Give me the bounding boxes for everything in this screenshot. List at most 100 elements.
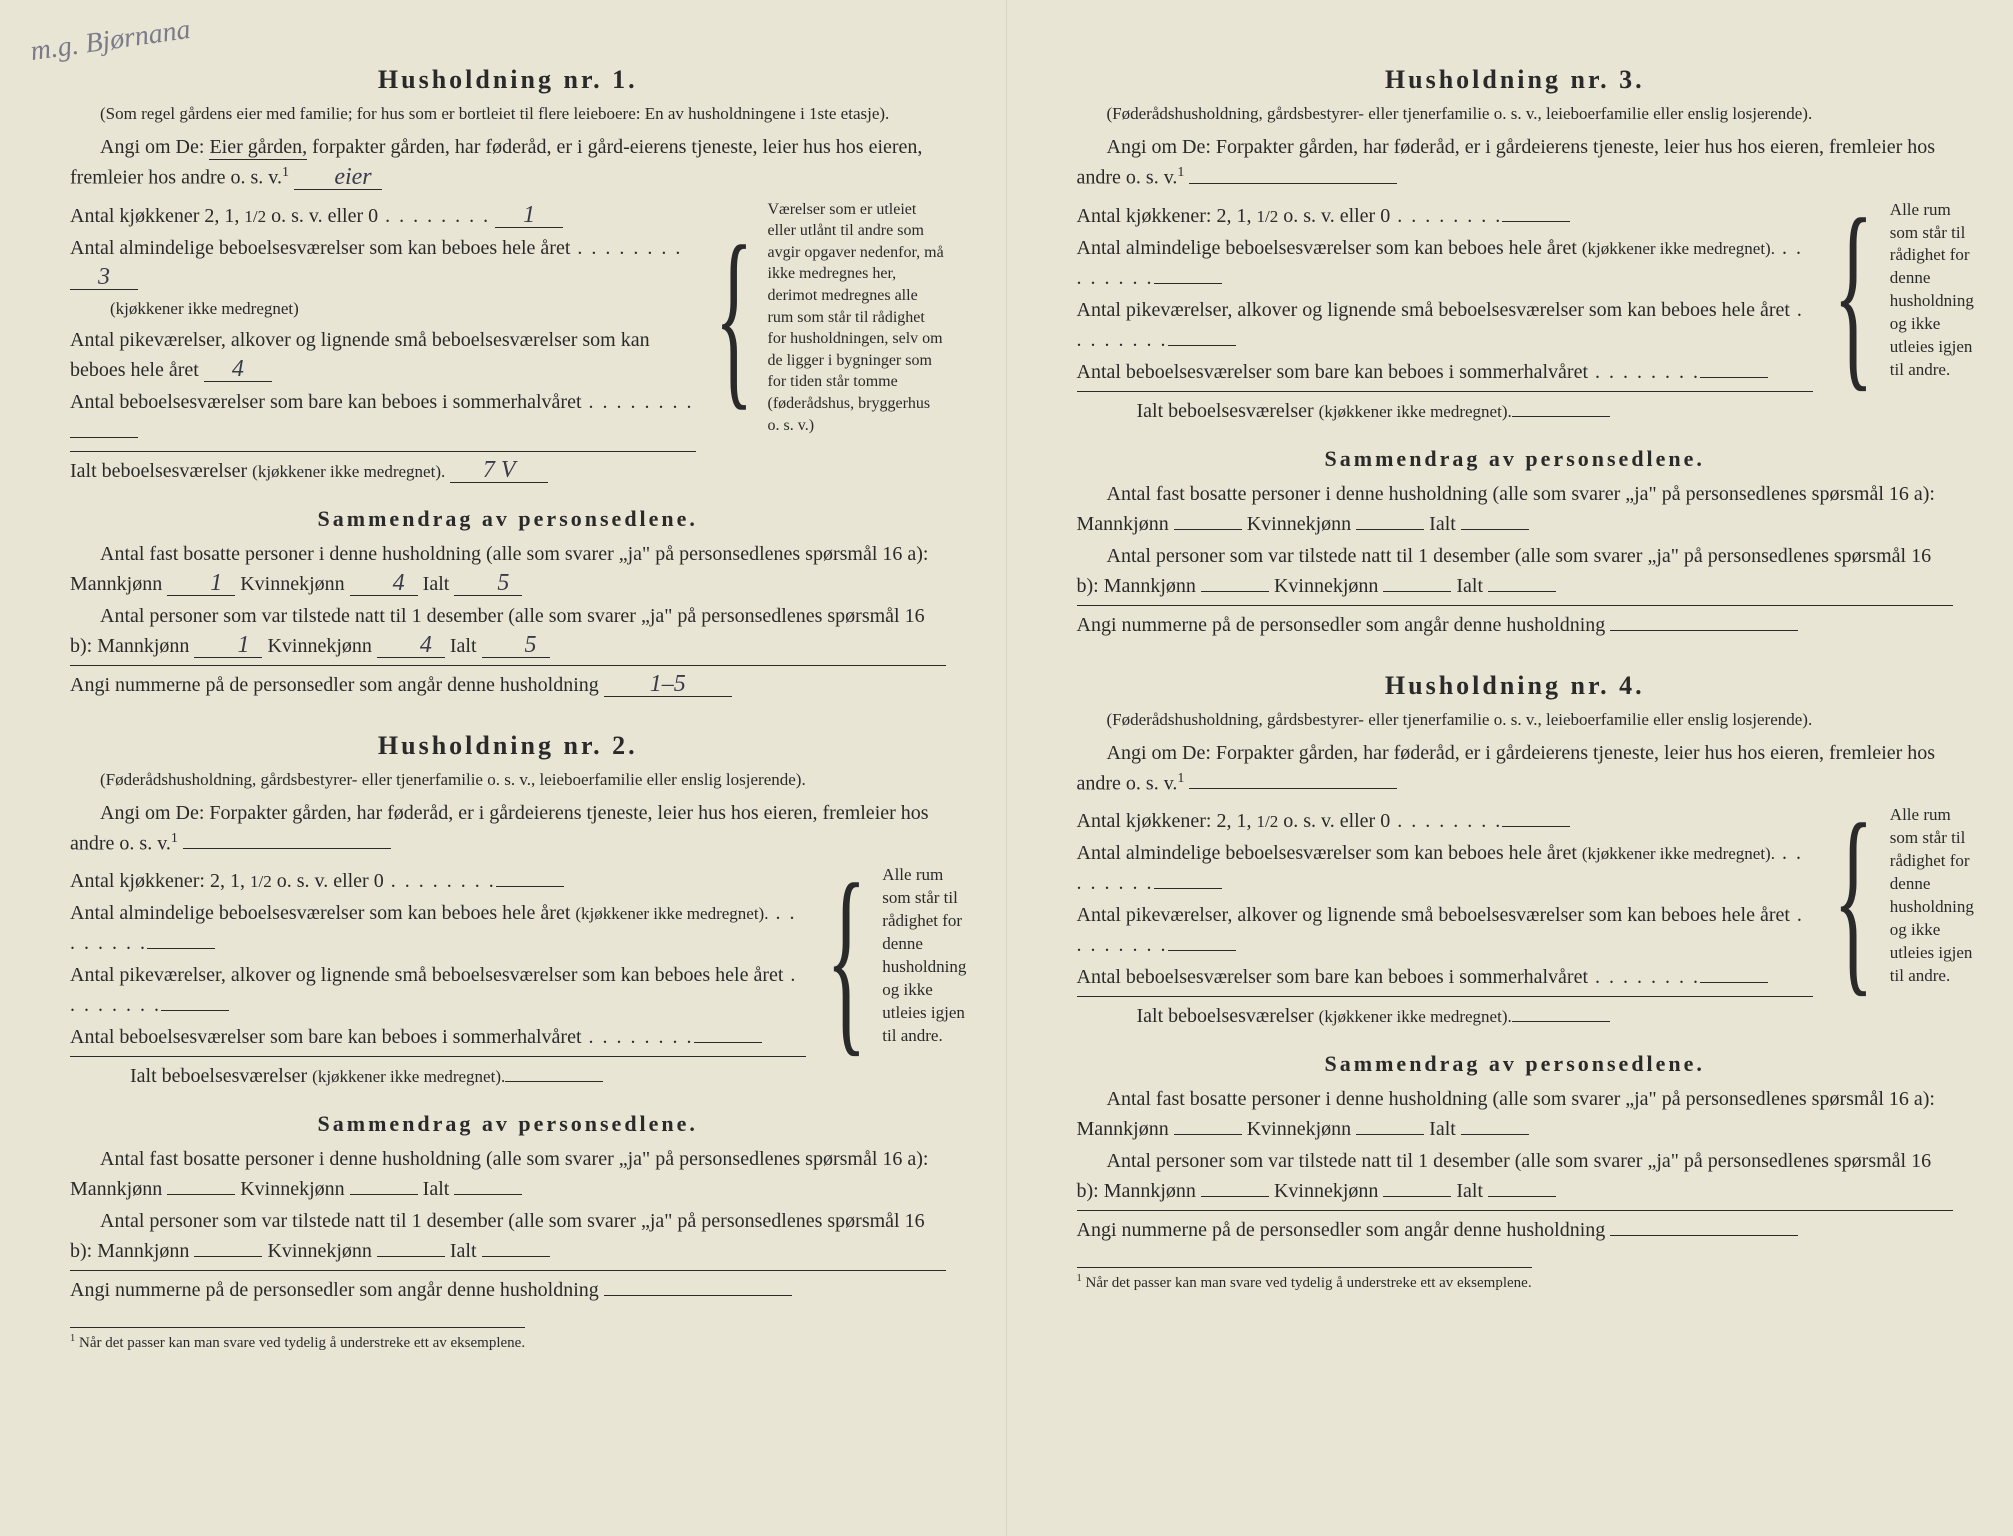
sammendrag-2b: Antal personer som var tilstede natt til… [70, 1206, 946, 1266]
sammendrag-1b: Antal personer som var tilstede natt til… [70, 601, 946, 661]
household-3-rooms-block: Antal kjøkkener: 2, 1, 1/2 o. s. v. elle… [1077, 199, 1954, 428]
alm-sub-4: (kjøkkener ikke medregnet). [1582, 844, 1775, 863]
household-4-rooms-block: Antal kjøkkener: 2, 1, 1/2 o. s. v. elle… [1077, 804, 1954, 1033]
ialt-2-val [505, 1081, 603, 1082]
sommer-2-val [694, 1042, 762, 1043]
kvinne-2b-lbl: Kvinnekjønn [267, 1240, 371, 1262]
ialt-sub-3: (kjøkkener ikke medregnet). [1319, 402, 1512, 421]
brace-text-3: Alle rum som står til rådighet for denne… [1890, 199, 1974, 388]
household-1-title: Husholdning nr. 1. [70, 60, 946, 99]
alm-sub: (kjøkkener ikke medregnet) [110, 299, 299, 318]
household-2-rooms-block: Antal kjøkkener: 2, 1, 1/2 o. s. v. elle… [70, 864, 946, 1093]
mann-a: 1 [167, 571, 235, 596]
ialt-2b-lbl: Ialt [450, 1240, 477, 1262]
pike-4: Antal pikeværelser, alkover og lignende … [1077, 904, 1790, 926]
ialt-4: Ialt beboelsesværelser [1137, 1005, 1319, 1027]
sup-3: 1 [1177, 165, 1184, 180]
angi-num-2: Angi nummerne på de personsedler som ang… [70, 1279, 599, 1301]
sam-4a: Antal fast bosatte personer i denne hush… [1077, 1088, 1936, 1140]
sommer-value [70, 437, 138, 438]
mann-2b [194, 1256, 262, 1257]
half-4: 1/2 [1256, 812, 1278, 831]
alm-label: Antal almindelige beboelsesværelser som … [70, 237, 570, 259]
sammendrag-3b: Antal personer som var tilstede natt til… [1077, 541, 1954, 601]
sup-1b: 1 [171, 831, 178, 846]
alm-4: Antal almindelige beboelsesværelser som … [1077, 842, 1582, 864]
sam-3a: Antal fast bosatte personer i denne hush… [1077, 483, 1936, 535]
ialt-sub-4: (kjøkkener ikke medregnet). [1319, 1007, 1512, 1026]
ialt-4-val [1512, 1021, 1610, 1022]
kvinne-3b-lbl: Kvinnekjønn [1274, 575, 1378, 597]
ialt-lbl: Ialt [423, 573, 450, 595]
alm-3: Antal almindelige beboelsesværelser som … [1077, 237, 1582, 259]
half-2: 1/2 [250, 872, 272, 891]
kvinne-lbl-b: Kvinnekjønn [267, 635, 371, 657]
brace-note-4: { Alle rum som står til rådighet for den… [1823, 804, 1953, 993]
brace-icon-4: { [1833, 804, 1873, 993]
household-1-rooms-block: Antal kjøkkener 2, 1, 1/2 o. s. v. eller… [70, 199, 946, 488]
ialt-b: 5 [482, 633, 550, 658]
kvinne-2a-lbl: Kvinnekjønn [240, 1178, 344, 1200]
pike-2: Antal pikeværelser, alkover og lignende … [70, 964, 783, 986]
alm-sub-2: (kjøkkener ikke medregnet). [575, 904, 768, 923]
ialt-2: Ialt beboelsesværelser [130, 1065, 312, 1087]
kvinne-4b-lbl: Kvinnekjønn [1274, 1180, 1378, 1202]
alm-sub-3: (kjøkkener ikke medregnet). [1582, 239, 1775, 258]
pike-3: Antal pikeværelser, alkover og lignende … [1077, 299, 1790, 321]
sam-4b: Antal personer som var tilstede natt til… [1077, 1150, 1932, 1202]
sammendrag-3a: Antal fast bosatte personer i denne hush… [1077, 479, 1954, 539]
brace-text-4: Alle rum som står til rådighet for denne… [1890, 804, 1974, 993]
pike-value: 4 [204, 357, 272, 382]
alm-value: 3 [70, 265, 138, 290]
brace-text: Værelser som er utleiet eller utlånt til… [768, 199, 946, 437]
household-3-intro: (Føderådshusholdning, gårdsbestyrer- ell… [1077, 103, 1954, 126]
footnote-marker: 1 [70, 1333, 75, 1344]
mann-3b [1201, 591, 1269, 592]
kjokken-4-val [1502, 826, 1570, 827]
household-1-intro: (Som regel gårdens eier med familie; for… [70, 103, 946, 126]
ialt-3a [1461, 529, 1529, 530]
mann-b: 1 [194, 633, 262, 658]
footnote-text-r: Når det passer kan man svare ved tydelig… [1086, 1275, 1532, 1291]
kvinne-3b [1383, 591, 1451, 592]
household-1-angi: Angi om De: Eier gården, forpakter gårde… [70, 132, 946, 193]
brace-icon: { [714, 227, 752, 407]
angi-num-3-val [1610, 630, 1798, 631]
brace-icon-2: { [826, 864, 866, 1053]
kjokken-3: Antal kjøkkener: 2, 1, [1077, 205, 1257, 227]
kjokken-label: Antal kjøkkener 2, 1, [70, 205, 244, 227]
ialt-value: 7 V [450, 458, 548, 483]
kvinne-3a [1356, 529, 1424, 530]
household-2-intro: (Føderådshusholdning, gårdsbestyrer- ell… [70, 769, 946, 792]
ialt-3b [1488, 591, 1556, 592]
angi-pre: Angi om De: [100, 136, 209, 158]
ialt-label: Ialt beboelsesværelser [70, 460, 252, 482]
ialt-2b [482, 1256, 550, 1257]
ialt-lbl-b: Ialt [450, 635, 477, 657]
angi-2-blank [183, 848, 391, 849]
alm-4-val [1154, 888, 1222, 889]
kjokken-3-val [1502, 221, 1570, 222]
kjokken-2: Antal kjøkkener: 2, 1, [70, 870, 250, 892]
angi-num-2-val [604, 1295, 792, 1296]
ialt-4b-lbl: Ialt [1456, 1180, 1483, 1202]
pike-3-val [1168, 345, 1236, 346]
sam-2b: Antal personer som var tilstede natt til… [70, 1210, 925, 1262]
sammendrag-3-title: Sammendrag av personsedlene. [1077, 442, 1954, 475]
kjokken-4: Antal kjøkkener: 2, 1, [1077, 810, 1257, 832]
pike-4-val [1168, 950, 1236, 951]
sam-2a: Antal fast bosatte personer i denne hush… [70, 1148, 929, 1200]
angi-3-blank [1189, 183, 1397, 184]
brace-icon-3: { [1833, 199, 1873, 388]
sammendrag-2-title: Sammendrag av personsedlene. [70, 1107, 946, 1140]
brace-text-2: Alle rum som står til rådighet for denne… [882, 864, 966, 1053]
mann-4a [1174, 1134, 1242, 1135]
alm-row: Antal almindelige beboelsesværelser som … [70, 233, 696, 323]
pike-label: Antal pikeværelser, alkover og lignende … [70, 329, 650, 381]
ialt-3b-lbl: Ialt [1456, 575, 1483, 597]
kjokken-row: Antal kjøkkener 2, 1, 1/2 o. s. v. eller… [70, 201, 696, 231]
household-4-angi: Angi om De: Forpakter gården, har føderå… [1077, 738, 1954, 799]
footnote-left: 1 Når det passer kan man svare ved tydel… [70, 1327, 525, 1355]
kvinne-lbl: Kvinnekjønn [240, 573, 344, 595]
angi-num-4-val [1610, 1235, 1798, 1236]
